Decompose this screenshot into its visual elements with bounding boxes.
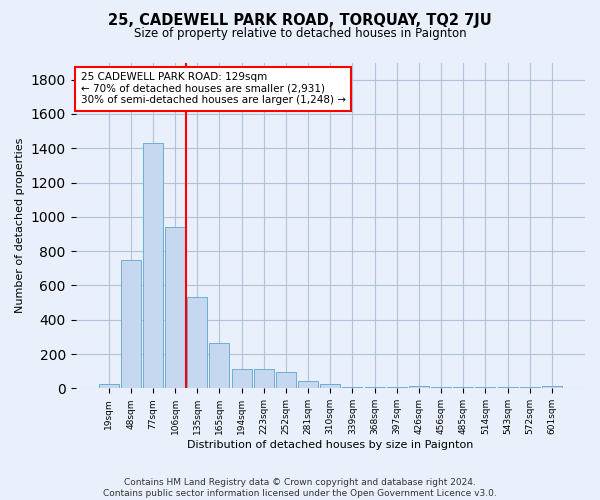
X-axis label: Distribution of detached houses by size in Paignton: Distribution of detached houses by size … <box>187 440 473 450</box>
Bar <box>143 143 163 388</box>
Bar <box>232 370 251 388</box>
Text: Contains HM Land Registry data © Crown copyright and database right 2024.
Contai: Contains HM Land Registry data © Crown c… <box>103 478 497 498</box>
Bar <box>542 386 562 388</box>
Bar <box>409 386 429 388</box>
Bar <box>209 343 229 388</box>
Bar <box>121 260 141 388</box>
Bar <box>187 298 207 388</box>
Text: Size of property relative to detached houses in Paignton: Size of property relative to detached ho… <box>134 28 466 40</box>
Text: 25 CADEWELL PARK ROAD: 129sqm
← 70% of detached houses are smaller (2,931)
30% o: 25 CADEWELL PARK ROAD: 129sqm ← 70% of d… <box>80 72 346 106</box>
Bar <box>254 370 274 388</box>
Bar <box>276 372 296 388</box>
Y-axis label: Number of detached properties: Number of detached properties <box>15 138 25 313</box>
Bar <box>298 380 318 388</box>
Bar <box>165 227 185 388</box>
Bar <box>320 384 340 388</box>
Bar <box>98 384 119 388</box>
Text: 25, CADEWELL PARK ROAD, TORQUAY, TQ2 7JU: 25, CADEWELL PARK ROAD, TORQUAY, TQ2 7JU <box>108 12 492 28</box>
